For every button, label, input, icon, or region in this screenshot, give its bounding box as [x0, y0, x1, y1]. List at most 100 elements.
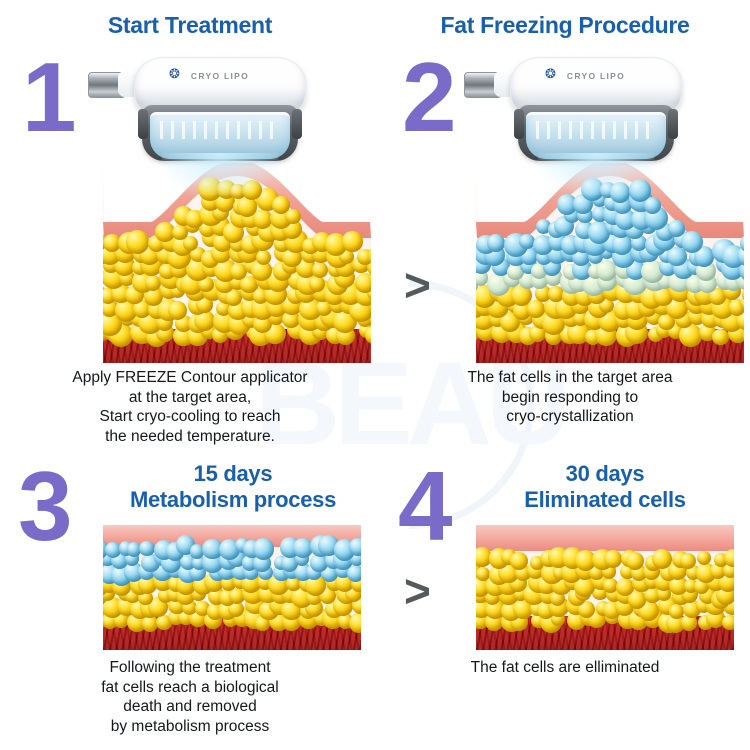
fat-cell: [665, 296, 688, 319]
device-clip-left: [514, 109, 524, 139]
fat-cell: [630, 235, 647, 252]
device-clip-right: [668, 109, 678, 139]
fat-cell: [347, 564, 361, 582]
fat-cell: [236, 196, 258, 217]
fat-cell: [364, 325, 371, 345]
fat-cell: [168, 301, 187, 321]
fat-cell: [182, 236, 199, 252]
tissue-cross-section-4: [476, 525, 734, 650]
fat-cell: [627, 590, 646, 609]
fat-cell: [172, 224, 188, 241]
fat-cell: [139, 540, 155, 557]
fat-cell: [369, 295, 371, 318]
fat-cell: [230, 262, 248, 280]
fat-cell: [573, 576, 596, 598]
fat-cell: [669, 603, 684, 619]
fat-cell: [693, 246, 714, 267]
fat-cell: [309, 276, 325, 292]
fat-cell: [271, 195, 290, 214]
fat-cell: [240, 275, 258, 294]
fat-cell: [285, 208, 302, 225]
fat-cell: [709, 563, 727, 580]
fat-cell: [679, 552, 697, 569]
fat-cell: [311, 261, 328, 278]
tissue-cross-section-3: [103, 525, 361, 650]
fat-cell: [722, 596, 734, 616]
skin-layer: [476, 525, 734, 551]
fat-cell: [486, 234, 505, 252]
fat-cell: [626, 552, 645, 571]
fat-cell: [681, 231, 704, 254]
fat-cell: [103, 586, 115, 602]
step-arrow-3-to-4: >: [404, 565, 431, 617]
fat-cell: [577, 600, 596, 619]
fat-cell: [641, 259, 664, 283]
fat-cell: [736, 245, 744, 267]
fat-cell: [349, 550, 361, 567]
panel-1-caption: Apply FREEZE Contour applicator at the t…: [72, 369, 308, 446]
device-cooling-plate: [150, 112, 290, 159]
panel-step-1: Start Treatment 1 ❂ CRYO LIPO Apply FREE…: [0, 0, 380, 455]
fat-cell: [536, 218, 552, 235]
fat-cell: [103, 233, 121, 253]
panel-3-caption: Following the treatment fat cells reach …: [101, 659, 279, 736]
fat-cell: [476, 566, 490, 582]
fat-cell: [324, 233, 348, 256]
fat-cell: [548, 286, 565, 302]
fat-cell: [228, 587, 245, 604]
fat-cell: [155, 222, 175, 242]
fat-cell: [132, 299, 152, 319]
fat-cell: [138, 574, 158, 595]
panel-4-title: 30 days: [565, 461, 645, 486]
fat-cell: [476, 547, 492, 568]
panel-1-title: Start Treatment: [107, 12, 273, 38]
fat-cell: [658, 313, 675, 331]
fat-cell: [595, 259, 617, 282]
fat-cell: [202, 539, 223, 560]
fat-cell: [735, 267, 744, 291]
fat-cell: [370, 311, 371, 327]
panel-step-3: 15 days Metabolism process 3 Following t…: [0, 455, 380, 750]
fat-cell: [712, 328, 729, 346]
fat-cell: [189, 544, 205, 559]
fat-cell: [603, 578, 619, 593]
fat-cell: [215, 300, 231, 316]
fat-cell: [722, 563, 734, 578]
fat-cell: [696, 551, 711, 566]
fat-cell: [286, 576, 301, 591]
fat-cell-field: [103, 525, 361, 650]
tissue-cross-section-1: [103, 163, 371, 363]
panel-1-step-number: 1: [22, 42, 77, 152]
fat-cell: [352, 596, 361, 614]
fat-cell: [250, 259, 273, 282]
fat-cell: [351, 576, 361, 592]
panel-3-title: 15 days: [193, 461, 273, 486]
fat-cell: [369, 266, 371, 290]
fat-cell: [556, 194, 578, 215]
fat-cell-field: [476, 525, 734, 650]
device-clip-right: [292, 109, 302, 139]
fat-cell: [367, 255, 371, 277]
fat-cell: [253, 538, 275, 560]
fat-cell: [567, 321, 590, 345]
fat-cell: [193, 309, 216, 332]
panel-2-caption: The fat cells in the target area begin r…: [467, 369, 673, 426]
fat-cell: [185, 209, 205, 229]
panel-2-title: Fat Freezing Procedure: [440, 12, 690, 38]
fat-cell: [519, 234, 535, 250]
fat-cell: [736, 310, 744, 331]
device-brand-label: CRYO LIPO: [566, 71, 626, 81]
fat-cell: [652, 549, 672, 570]
fat-cell: [114, 299, 138, 322]
panel-step-4: 30 days Eliminated cells 4 The fat cells…: [380, 455, 750, 750]
fat-cell: [224, 289, 242, 307]
fat-cell: [357, 249, 371, 265]
panel-4-caption: The fat cells are elliminated: [470, 659, 660, 676]
fat-cell: [612, 234, 633, 255]
fat-cell: [342, 231, 363, 252]
fat-cell: [575, 550, 597, 572]
fat-cell: [510, 552, 528, 570]
fat-cell: [741, 286, 744, 303]
fat-cell: [738, 257, 744, 282]
fat-cell: [310, 554, 328, 572]
